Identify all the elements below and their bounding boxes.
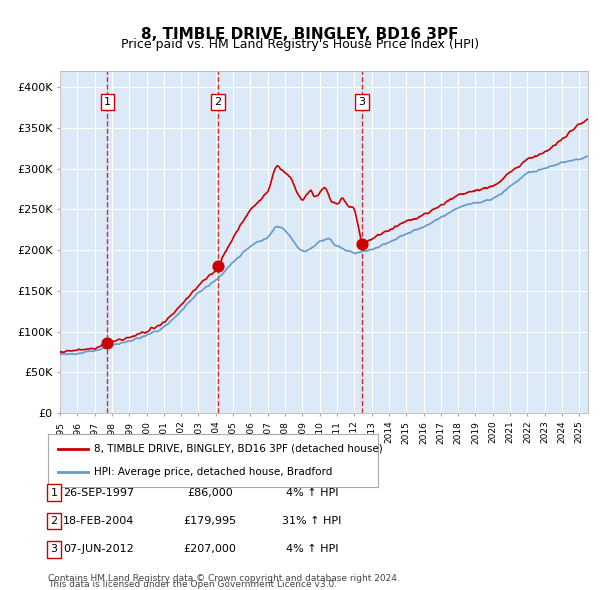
Text: 2: 2: [214, 97, 221, 107]
Text: 4% ↑ HPI: 4% ↑ HPI: [286, 488, 338, 497]
Text: 1: 1: [50, 488, 58, 497]
Point: [103, 338, 112, 348]
Point: [357, 240, 367, 249]
Text: 8, TIMBLE DRIVE, BINGLEY, BD16 3PF (detached house): 8, TIMBLE DRIVE, BINGLEY, BD16 3PF (deta…: [94, 444, 383, 454]
Text: £179,995: £179,995: [184, 516, 236, 526]
Text: This data is licensed under the Open Government Licence v3.0.: This data is licensed under the Open Gov…: [48, 580, 337, 589]
Text: 07-JUN-2012: 07-JUN-2012: [64, 545, 134, 554]
Text: £207,000: £207,000: [184, 545, 236, 554]
Text: Contains HM Land Registry data © Crown copyright and database right 2024.: Contains HM Land Registry data © Crown c…: [48, 574, 400, 583]
Text: £86,000: £86,000: [187, 488, 233, 497]
Text: 3: 3: [50, 545, 58, 554]
Text: 8, TIMBLE DRIVE, BINGLEY, BD16 3PF: 8, TIMBLE DRIVE, BINGLEY, BD16 3PF: [141, 27, 459, 41]
Text: 4% ↑ HPI: 4% ↑ HPI: [286, 545, 338, 554]
Text: 1: 1: [104, 97, 111, 107]
Text: 2: 2: [50, 516, 58, 526]
Text: Price paid vs. HM Land Registry's House Price Index (HPI): Price paid vs. HM Land Registry's House …: [121, 38, 479, 51]
Text: HPI: Average price, detached house, Bradford: HPI: Average price, detached house, Brad…: [94, 467, 332, 477]
Text: 18-FEB-2004: 18-FEB-2004: [64, 516, 134, 526]
Text: 31% ↑ HPI: 31% ↑ HPI: [283, 516, 341, 526]
Point: [213, 261, 223, 271]
Text: 26-SEP-1997: 26-SEP-1997: [64, 488, 134, 497]
Text: 3: 3: [358, 97, 365, 107]
